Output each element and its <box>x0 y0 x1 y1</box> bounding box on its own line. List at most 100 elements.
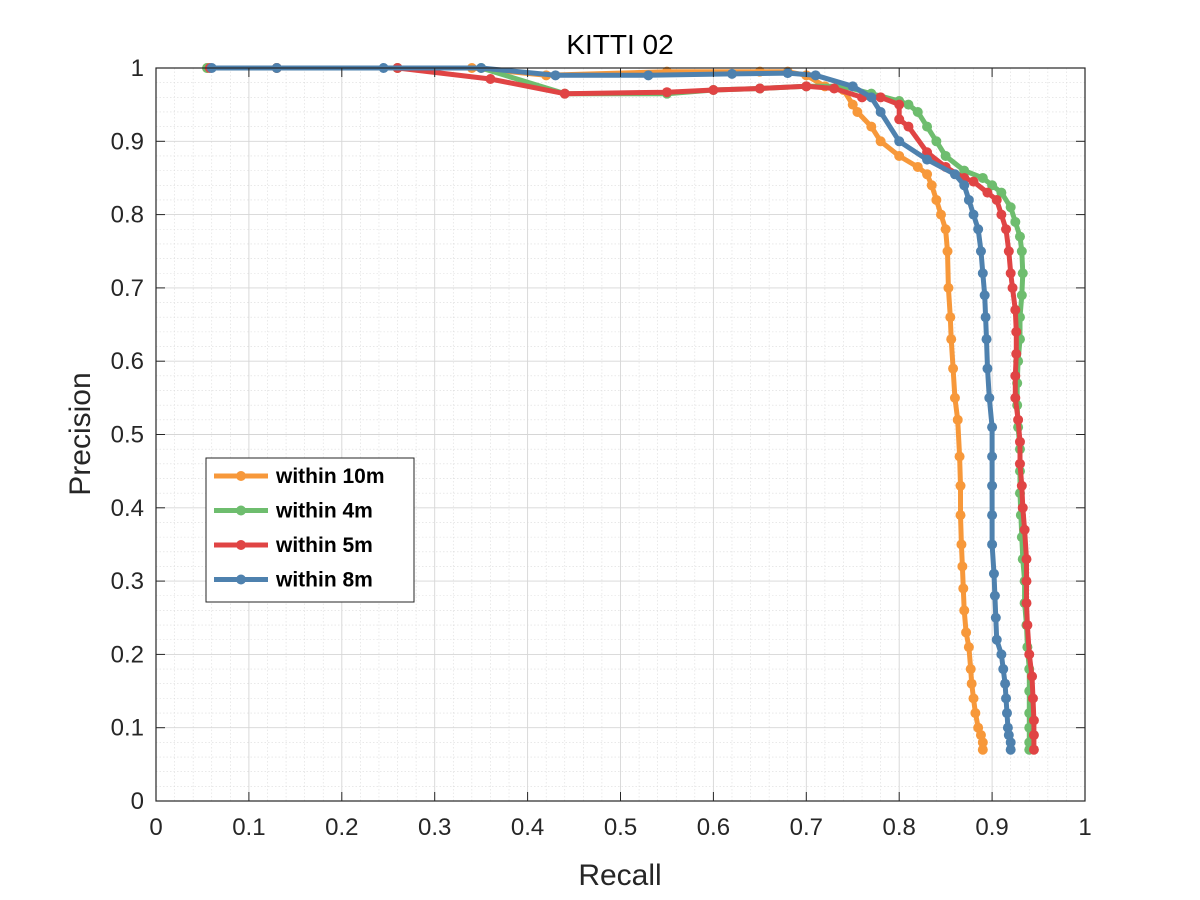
data-point-within-10m <box>968 693 979 704</box>
legend-marker-within-4m <box>236 505 246 516</box>
data-point-within-4m <box>922 121 933 132</box>
data-point-within-8m <box>1001 708 1012 719</box>
y-tick-label: 0.2 <box>111 641 144 668</box>
data-point-within-8m <box>996 649 1007 660</box>
x-tick-label: 0.9 <box>975 814 1008 841</box>
data-point-within-8m <box>875 106 886 117</box>
data-point-within-10m <box>931 194 942 205</box>
x-tick-label: 0.2 <box>325 814 358 841</box>
data-point-within-8m <box>975 246 986 257</box>
legend: within 10m within 4m within 5m within 8m <box>205 457 415 603</box>
legend-marker-within-10m <box>236 471 246 481</box>
data-point-within-5m <box>894 99 905 110</box>
data-point-within-5m <box>559 88 570 99</box>
data-point-within-5m <box>1028 730 1039 741</box>
data-point-within-5m <box>1011 326 1022 337</box>
data-point-within-4m <box>1005 202 1016 213</box>
data-point-within-10m <box>940 224 951 235</box>
data-point-within-8m <box>979 290 990 301</box>
x-tick-label: 0 <box>149 814 162 841</box>
data-point-within-5m <box>1001 224 1012 235</box>
y-axis-label: Precision <box>64 372 97 495</box>
data-point-within-5m <box>1021 598 1032 609</box>
y-tick-label: 0.5 <box>111 422 144 449</box>
data-point-within-8m <box>1002 722 1013 733</box>
data-point-within-4m <box>931 136 942 147</box>
x-tick-label: 0.7 <box>790 814 823 841</box>
data-point-within-10m <box>977 737 988 748</box>
data-point-within-10m <box>955 510 966 521</box>
data-point-within-8m <box>987 422 998 433</box>
legend-label-within-4m: within 4m <box>275 500 373 523</box>
data-point-within-4m <box>912 106 923 117</box>
data-point-within-8m <box>963 194 974 205</box>
data-point-within-8m <box>847 81 858 92</box>
data-point-within-4m <box>987 180 998 191</box>
y-tick-label: 0 <box>131 788 144 815</box>
data-point-within-8m <box>987 510 998 521</box>
data-point-within-4m <box>1014 231 1025 242</box>
data-point-within-8m <box>1001 693 1012 704</box>
data-point-within-5m <box>485 73 496 84</box>
data-point-within-8m <box>980 312 991 323</box>
data-point-within-8m <box>810 70 821 81</box>
series-within-5m <box>204 63 1039 755</box>
chart-title: KITTI 02 <box>566 29 673 60</box>
x-axis-label: Recall <box>578 859 661 892</box>
series-layer <box>202 63 1039 755</box>
data-point-within-5m <box>991 194 1002 205</box>
data-point-within-4m <box>1017 268 1028 279</box>
data-point-within-5m <box>1010 304 1021 315</box>
data-point-within-5m <box>1007 282 1018 293</box>
data-point-within-8m <box>726 68 737 79</box>
data-point-within-5m <box>1003 246 1014 257</box>
data-point-within-5m <box>1028 744 1039 755</box>
data-point-within-10m <box>936 209 947 220</box>
data-point-within-5m <box>754 83 765 94</box>
data-point-within-5m <box>996 209 1007 220</box>
data-point-within-5m <box>801 81 812 92</box>
data-point-within-10m <box>926 180 937 191</box>
x-tick-label: 0.6 <box>697 814 730 841</box>
data-point-within-8m <box>984 392 995 403</box>
y-tick-label: 0.3 <box>111 568 144 595</box>
data-point-within-8m <box>1005 744 1016 755</box>
data-point-within-5m <box>661 87 672 98</box>
data-point-within-8m <box>988 568 999 579</box>
data-point-within-5m <box>982 187 993 198</box>
data-point-within-8m <box>949 169 960 180</box>
series-within-8m <box>206 63 1016 755</box>
data-point-within-10m <box>943 282 954 293</box>
data-point-within-8m <box>987 480 998 491</box>
data-point-within-10m <box>866 121 877 132</box>
data-point-within-8m <box>922 154 933 165</box>
data-point-within-5m <box>903 121 914 132</box>
data-point-within-5m <box>1014 436 1025 447</box>
data-point-within-5m <box>1010 392 1021 403</box>
data-point-within-8m <box>989 590 1000 601</box>
data-point-within-10m <box>894 150 905 161</box>
x-tick-label: 0.8 <box>883 814 916 841</box>
y-tick-label: 0.1 <box>111 715 144 742</box>
data-point-within-10m <box>970 708 981 719</box>
data-point-within-5m <box>968 176 979 187</box>
data-point-within-5m <box>829 83 840 94</box>
data-point-within-4m <box>903 99 914 110</box>
data-point-within-5m <box>1014 458 1025 469</box>
legend-label-within-10m: within 10m <box>275 465 385 488</box>
data-point-within-8m <box>990 612 1001 623</box>
x-tick-label: 1 <box>1078 814 1091 841</box>
data-point-within-10m <box>922 169 933 180</box>
data-point-within-10m <box>963 642 974 653</box>
data-point-within-8m <box>991 634 1002 645</box>
data-point-within-5m <box>894 114 905 125</box>
data-point-within-5m <box>875 92 886 103</box>
data-point-within-10m <box>852 106 863 117</box>
data-point-within-8m <box>782 68 793 79</box>
data-point-within-8m <box>959 180 970 191</box>
data-point-within-8m <box>550 70 561 81</box>
data-point-within-10m <box>959 605 970 616</box>
legend-marker-within-5m <box>236 540 246 550</box>
data-point-within-8m <box>998 664 1009 675</box>
